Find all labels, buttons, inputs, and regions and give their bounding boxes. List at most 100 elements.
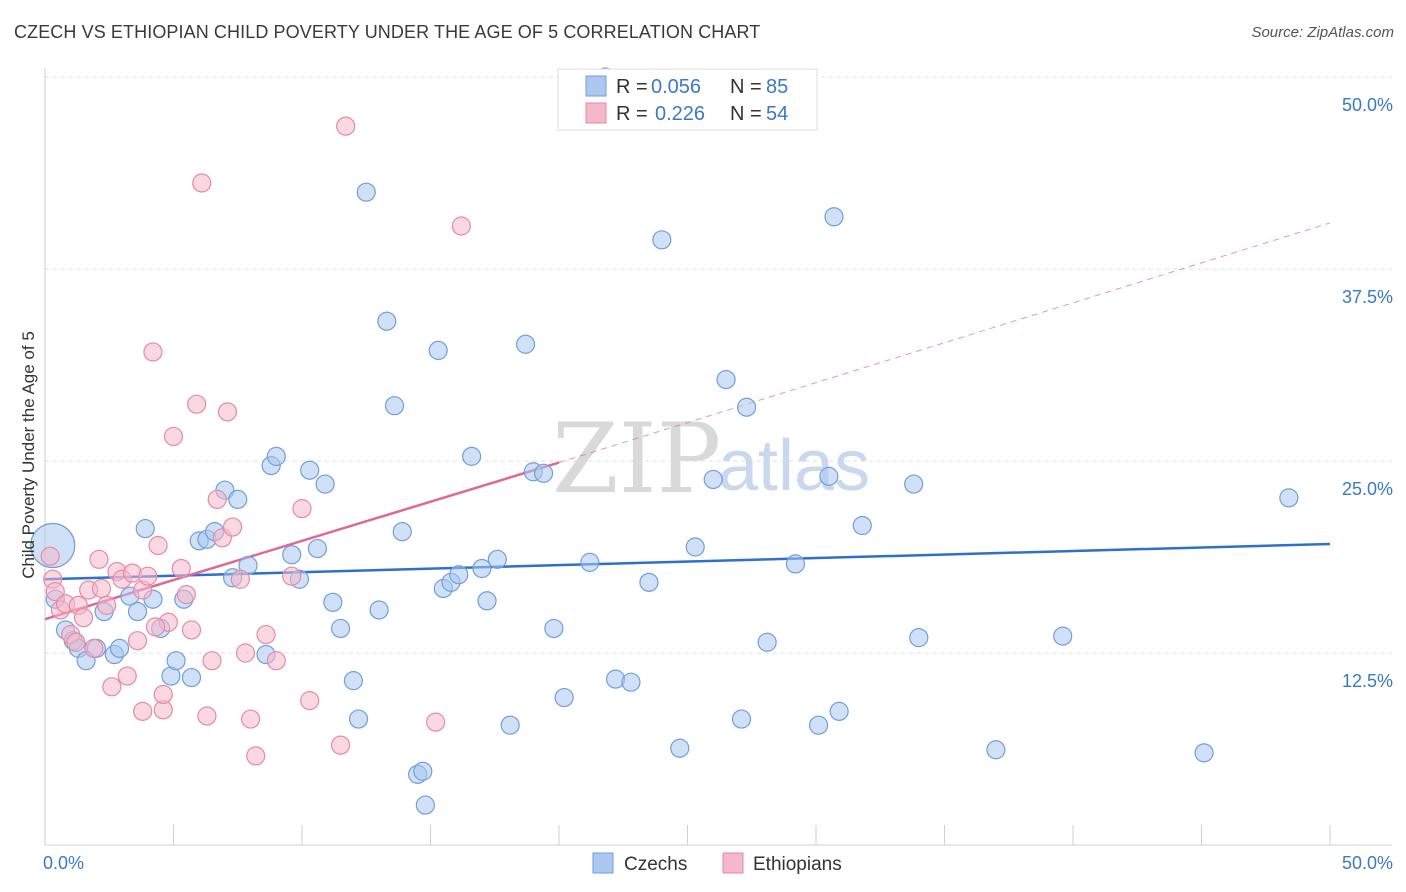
- point-ethiopians: [266, 651, 286, 671]
- point-ethiopians: [217, 402, 238, 422]
- point-czechs: [330, 618, 351, 639]
- point-ethiopians: [133, 701, 153, 721]
- point-czechs: [639, 572, 659, 592]
- point-czechs: [904, 474, 924, 494]
- point-ethiopians: [40, 546, 60, 566]
- point-ethiopians: [66, 632, 86, 652]
- point-czechs: [449, 565, 469, 585]
- point-czechs: [737, 397, 757, 417]
- point-ethiopians: [202, 651, 222, 671]
- legend-r-label-ethiopians: R =: [616, 103, 648, 125]
- point-ethiopians: [176, 585, 196, 605]
- point-ethiopians: [282, 566, 302, 586]
- point-ethiopians: [330, 735, 351, 755]
- point-czechs: [323, 592, 343, 612]
- bottom-legend-swatch-czechs: [592, 852, 614, 874]
- point-czechs: [986, 740, 1006, 760]
- y-tick-label: 50.0%: [1342, 95, 1393, 115]
- point-ethiopians: [171, 558, 191, 579]
- point-czechs: [1053, 626, 1073, 646]
- point-czechs: [605, 669, 626, 689]
- point-czechs: [135, 518, 155, 539]
- point-czechs: [369, 600, 389, 620]
- point-czechs: [392, 522, 412, 542]
- point-ethiopians: [102, 677, 122, 697]
- point-czechs: [415, 795, 435, 815]
- bottom-legend-swatch-ethiopians: [722, 852, 744, 874]
- legend-bottom: Czechs Ethiopians: [592, 852, 842, 875]
- x-tick-label: 0.0%: [43, 853, 84, 873]
- point-czechs: [731, 709, 752, 729]
- point-ethiopians: [117, 666, 137, 686]
- trend-line-extension-ethiopians: [558, 222, 1331, 464]
- point-czechs: [377, 311, 397, 331]
- point-czechs: [428, 340, 448, 361]
- tick-labels: 12.5% 25.0% 37.5% 50.0% 0.0% 50.0%: [43, 95, 1393, 873]
- point-ethiopians: [223, 517, 243, 537]
- watermark-atlas: atlas: [718, 426, 870, 506]
- watermark: ZIP atlas: [552, 403, 870, 515]
- point-czechs: [716, 369, 736, 390]
- point-czechs: [307, 538, 328, 559]
- point-ethiopians: [122, 563, 142, 583]
- point-czechs: [472, 558, 492, 579]
- point-czechs: [757, 632, 777, 652]
- point-czechs: [852, 515, 872, 536]
- point-ethiopians: [138, 566, 158, 586]
- point-czechs: [127, 601, 148, 622]
- y-tick-label: 12.5%: [1342, 671, 1393, 691]
- point-czechs: [228, 489, 248, 509]
- point-czechs: [477, 591, 497, 611]
- point-ethiopians: [148, 535, 168, 556]
- point-ethiopians: [451, 216, 471, 236]
- point-ethiopians: [300, 691, 320, 711]
- point-czechs: [348, 709, 369, 729]
- point-czechs: [500, 715, 520, 735]
- point-ethiopians: [246, 746, 266, 766]
- legend-r-value-czechs: 0.056: [651, 76, 701, 98]
- point-ethiopians: [143, 342, 163, 362]
- point-ethiopians: [73, 608, 94, 628]
- point-ethiopians: [163, 426, 184, 447]
- point-ethiopians: [181, 620, 202, 640]
- point-ethiopians: [256, 624, 276, 645]
- point-czechs: [181, 667, 202, 688]
- point-czechs: [554, 687, 574, 708]
- legend-r-value-ethiopians: 0.226: [655, 103, 705, 125]
- point-czechs: [109, 638, 130, 658]
- point-czechs: [462, 446, 482, 466]
- point-czechs: [829, 701, 849, 721]
- legend-n-label-ethiopians: N =: [730, 103, 762, 125]
- point-czechs: [300, 460, 320, 480]
- point-czechs: [808, 715, 829, 735]
- point-czechs: [1279, 488, 1299, 508]
- point-czechs: [515, 334, 536, 354]
- trend-line-czechs: [44, 542, 1331, 581]
- point-czechs: [343, 671, 363, 691]
- point-ethiopians: [84, 638, 104, 658]
- legend-swatch-czechs: [585, 75, 607, 97]
- y-tick-label: 37.5%: [1342, 287, 1393, 307]
- point-ethiopians: [97, 595, 117, 615]
- point-ethiopians: [89, 549, 109, 569]
- legend-n-value-ethiopians: 54: [766, 103, 788, 125]
- point-czechs: [487, 549, 507, 569]
- point-czechs: [819, 466, 839, 486]
- point-czechs: [282, 545, 302, 565]
- point-ethiopians: [426, 712, 446, 732]
- point-czechs: [670, 738, 690, 758]
- point-ethiopians: [187, 394, 207, 414]
- point-czechs: [315, 474, 335, 494]
- point-czechs: [580, 552, 600, 572]
- bottom-legend-label-czechs: Czechs: [624, 854, 687, 875]
- point-czechs: [533, 463, 554, 483]
- point-czechs: [384, 396, 405, 416]
- point-ethiopians: [91, 578, 112, 599]
- legend-n-label-czechs: N =: [730, 76, 762, 98]
- point-czechs: [909, 628, 929, 648]
- point-ethiopians: [336, 116, 356, 136]
- watermark-zip: ZIP: [552, 403, 721, 515]
- point-czechs: [1194, 743, 1214, 763]
- point-ethiopians: [241, 709, 261, 729]
